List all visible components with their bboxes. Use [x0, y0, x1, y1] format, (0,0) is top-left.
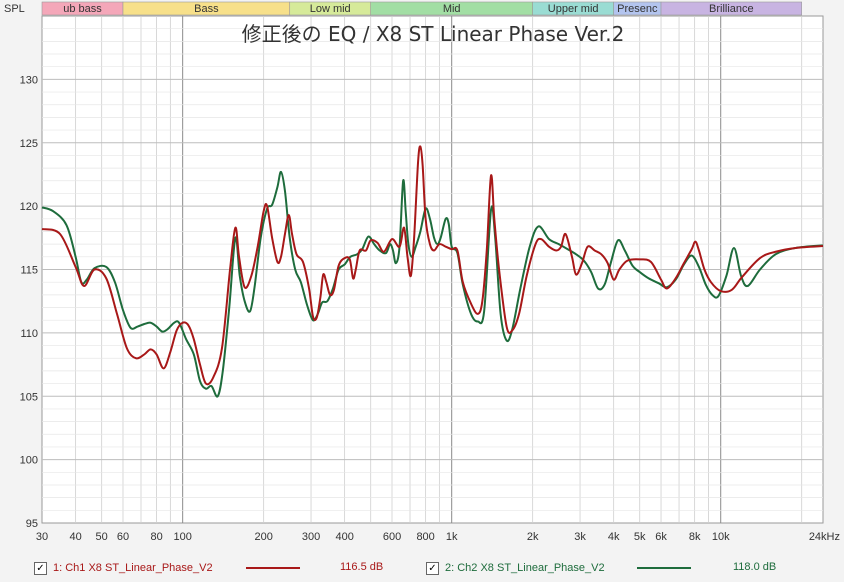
y-tick-115: 115	[20, 265, 38, 277]
legend-item-ch2[interactable]: ✓ 2: Ch2 X8 ST_Linear_Phase_V2	[426, 558, 605, 578]
checkbox-ch1[interactable]: ✓	[34, 561, 47, 575]
band-label-5: Presenc	[617, 3, 658, 15]
frequency-response-chart: ub bass Bass Low mid Mid Upper mid Presenc Bri…	[4, 1, 840, 543]
y-tick-120: 120	[20, 201, 38, 213]
x-tick-5k: 5k	[634, 531, 646, 543]
checkbox-ch2[interactable]: ✓	[426, 561, 439, 575]
x-tick-24kHz: 24kHz	[809, 531, 840, 543]
band-label-4: Upper mid	[548, 3, 599, 15]
series-lines	[41, 145, 824, 398]
x-tick-50: 50	[96, 531, 108, 543]
x-tick-30: 30	[36, 531, 48, 543]
legend-item-ch1[interactable]: ✓ 1: Ch1 X8 ST_Linear_Phase_V2	[34, 558, 213, 578]
band-label-0: ub bass	[63, 3, 102, 15]
x-tick-6k: 6k	[655, 531, 667, 543]
x-tick-60: 60	[117, 531, 129, 543]
chart-title: 修正後の EQ / X8 ST Linear Phase Ver.2	[242, 22, 625, 46]
series-line-ch1	[41, 145, 824, 386]
y-tick-110: 110	[20, 328, 38, 340]
grid-lines	[42, 16, 823, 523]
x-tick-100: 100	[173, 531, 191, 543]
x-tick-2k: 2k	[527, 531, 539, 543]
band-label-2: Low mid	[310, 3, 351, 15]
x-tick-80: 80	[150, 531, 162, 543]
x-tick-10k: 10k	[712, 531, 730, 543]
band-label-6: Brilliance	[709, 3, 754, 15]
x-tick-labels: 30 40 50 60 80 100 200 300 400 600 800 1k 2k 3k 4k 5k 6k…	[36, 531, 840, 543]
x-tick-600: 600	[383, 531, 401, 543]
y-tick-125: 125	[20, 138, 38, 150]
y-axis-label: SPL	[4, 3, 25, 15]
x-tick-40: 40	[69, 531, 81, 543]
y-tick-100: 100	[20, 455, 38, 467]
legend: ✓ 1: Ch1 X8 ST_Linear_Phase_V2 116.5 dB …	[0, 558, 844, 580]
x-tick-8k: 8k	[689, 531, 701, 543]
legend-swatch-ch2	[637, 567, 691, 569]
band-6	[660, 1, 802, 16]
x-tick-4k: 4k	[608, 531, 620, 543]
legend-swatch-ch1	[246, 567, 300, 569]
y-tick-labels: 130 125 120 115 110 105 100 95	[20, 74, 38, 530]
legend-label-ch1: 1: Ch1 X8 ST_Linear_Phase_V2	[53, 562, 213, 574]
x-tick-1k: 1k	[446, 531, 458, 543]
y-tick-95: 95	[26, 518, 38, 530]
band-label-1: Bass	[194, 3, 219, 15]
x-tick-800: 800	[416, 531, 434, 543]
band-label-3: Mid	[443, 3, 461, 15]
series-line-ch2	[41, 170, 824, 398]
y-tick-105: 105	[20, 391, 38, 403]
y-tick-130: 130	[20, 74, 38, 86]
legend-value-ch1: 116.5 dB	[340, 561, 384, 573]
x-tick-3k: 3k	[574, 531, 586, 543]
legend-value-ch2: 118.0 dB	[733, 561, 777, 573]
x-tick-200: 200	[254, 531, 272, 543]
legend-label-ch2: 2: Ch2 X8 ST_Linear_Phase_V2	[445, 562, 605, 574]
frequency-band-strip: ub bass Bass Low mid Mid Upper mid Presenc Bri…	[41, 1, 802, 16]
x-tick-300: 300	[302, 531, 320, 543]
x-tick-400: 400	[335, 531, 353, 543]
